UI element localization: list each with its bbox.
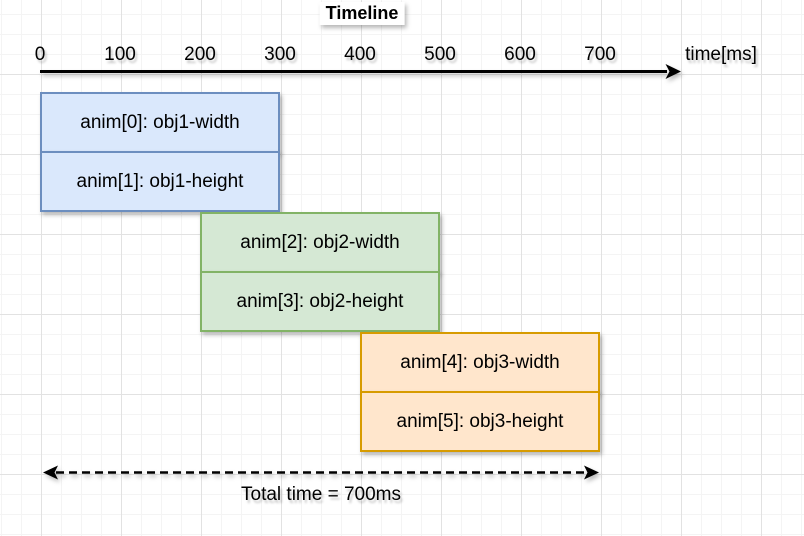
track-box-obj1-0[interactable]: anim[0]: obj1-width [40,92,280,153]
total-time-label: Total time = 700ms [241,484,401,505]
axis-unit-label: time[ms] [685,44,757,65]
axis-tick-label: 300 [264,44,296,65]
track-box-obj3-0[interactable]: anim[4]: obj3-width [360,332,600,393]
axis-tick-label: 500 [424,44,456,65]
axis-tick-label: 700 [584,44,616,65]
track-box-obj2-1[interactable]: anim[3]: obj2-height [200,271,440,332]
track-box-obj2-0[interactable]: anim[2]: obj2-width [200,212,440,273]
track-box-obj1-1[interactable]: anim[1]: obj1-height [40,151,280,212]
axis-tick-label: 200 [184,44,216,65]
timeline-title: Timeline [319,2,405,25]
track-box-obj3-1[interactable]: anim[5]: obj3-height [360,391,600,452]
axis-tick-label: 0 [34,44,46,65]
axis-tick-label: 600 [504,44,536,65]
axis-tick-label: 100 [104,44,136,65]
total-duration-arrow [43,465,599,480]
axis-tick-label: 400 [344,44,376,65]
